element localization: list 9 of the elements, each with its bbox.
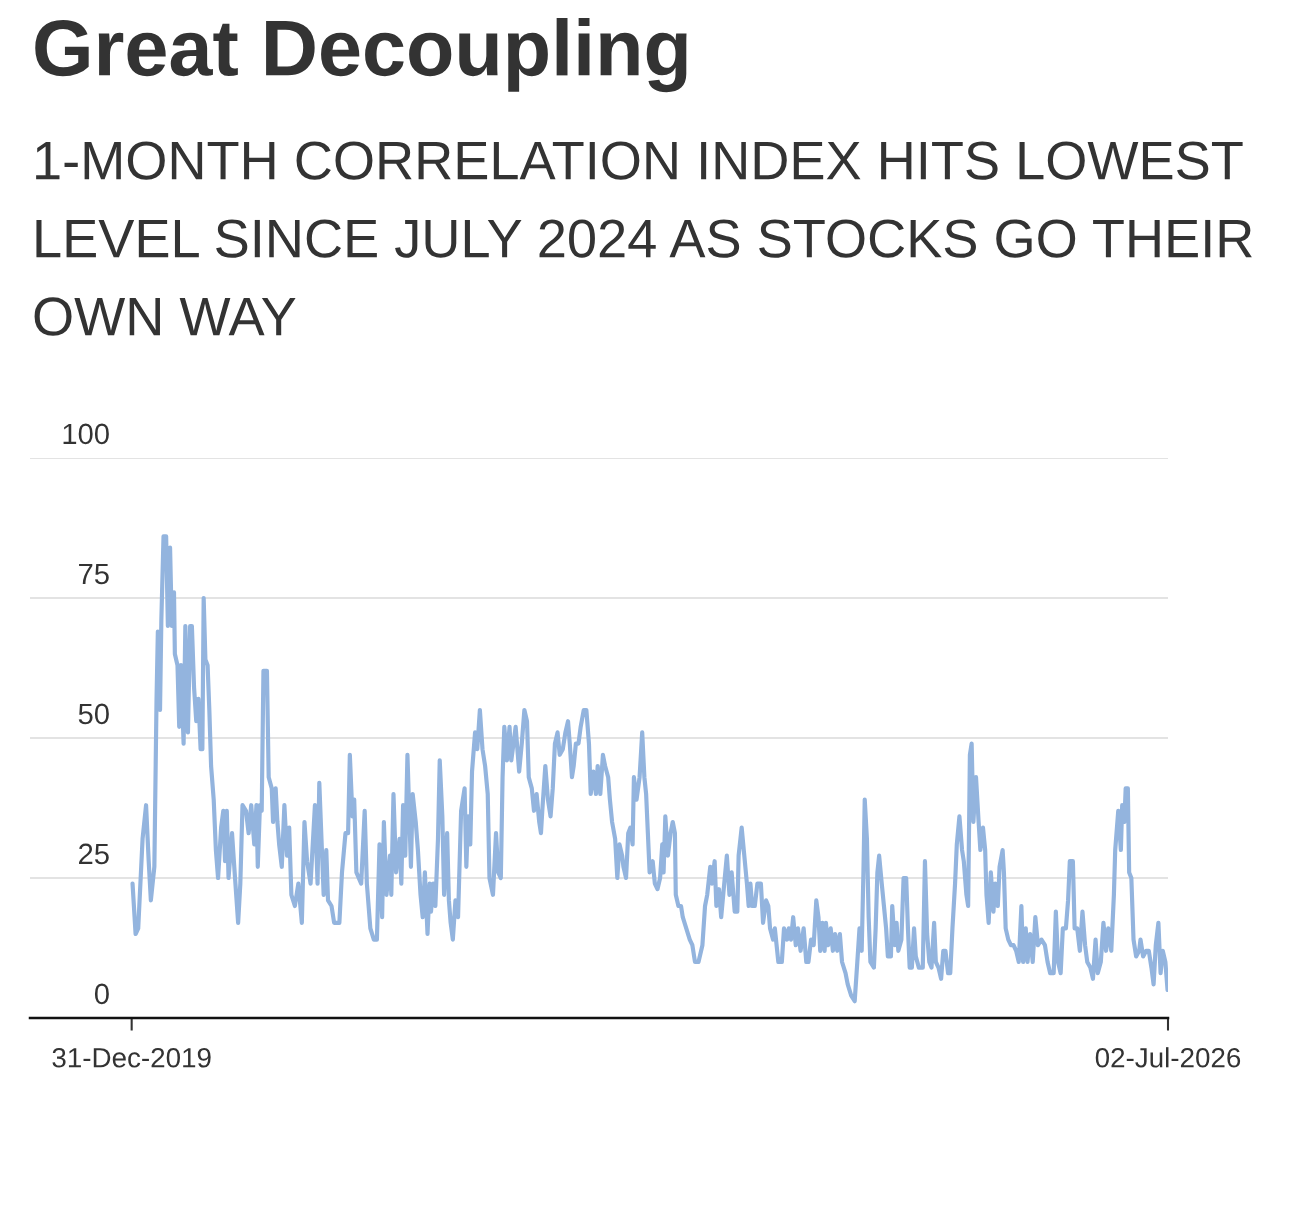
chart-subtitle: 1-MONTH CORRELATION INDEX HITS LOWEST LEVEL SINCE JULY 2024 AS STOCKS GO THEIR OWN WAY bbox=[34, 141, 1252, 336]
y-tick-label: 50 bbox=[78, 703, 109, 725]
y-tick-label: 75 bbox=[79, 563, 109, 585]
x-tick-label: 31-Dec-2019 bbox=[52, 1047, 211, 1068]
x-tick-label: 02-Jul-2026 bbox=[1095, 1047, 1241, 1068]
y-tick-label: 0 bbox=[94, 983, 109, 1005]
y-tick-label: 25 bbox=[79, 843, 109, 865]
chart-title: Great Decoupling bbox=[35, 18, 687, 93]
y-tick-label: 100 bbox=[63, 423, 109, 445]
